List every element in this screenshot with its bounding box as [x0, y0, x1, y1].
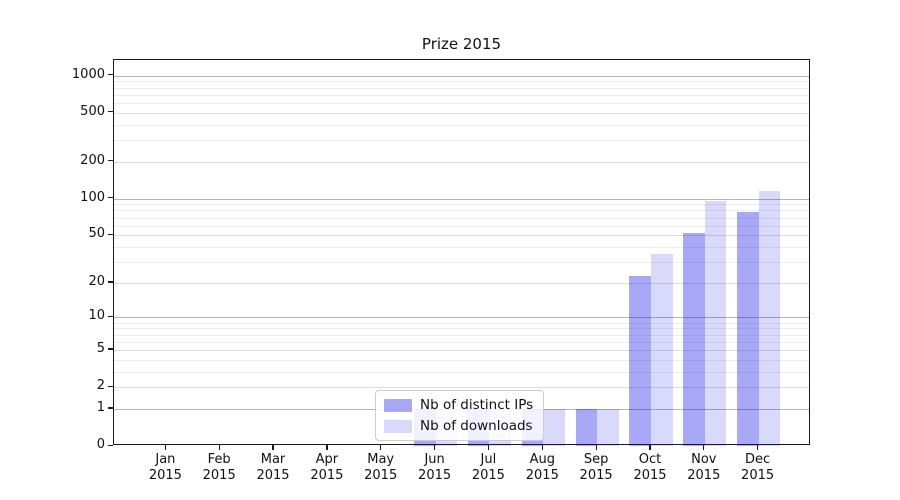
x-tick-label: Dec 2015 — [741, 452, 775, 483]
bar-nb-of-distinct-ips-dec — [737, 211, 759, 446]
y-tick-label: 10 — [88, 308, 105, 324]
x-tick-label: Jan 2015 — [148, 452, 182, 483]
y-tick-mark — [108, 407, 113, 409]
y-tick-mark — [108, 281, 113, 283]
y-tick-label: 100 — [80, 189, 105, 205]
bar-nb-of-downloads-nov — [704, 201, 727, 446]
legend-swatch-distinct-ips — [384, 398, 412, 412]
gridline-minor — [114, 204, 809, 206]
x-tick-mark — [757, 445, 759, 450]
y-tick-label: 1 — [96, 399, 105, 415]
x-tick-label: Nov 2015 — [687, 452, 721, 483]
gridline-minor — [114, 94, 809, 96]
x-tick-mark — [541, 445, 543, 450]
y-tick-label: 1000 — [71, 66, 105, 82]
x-tick-mark — [434, 445, 436, 450]
y-tick-label: 0 — [96, 437, 105, 452]
gridline-major — [114, 198, 809, 200]
gridline-major — [114, 75, 809, 77]
x-tick-label: Sep 2015 — [579, 452, 613, 483]
y-tick-mark — [108, 348, 113, 350]
x-tick-mark — [380, 445, 382, 450]
x-tick-mark — [649, 445, 651, 450]
bar-nb-of-distinct-ips-sep — [575, 408, 598, 446]
gridline-minor — [114, 322, 809, 324]
x-tick-label: Aug 2015 — [525, 452, 559, 483]
gridline — [114, 387, 809, 389]
y-tick-label: 500 — [80, 103, 105, 119]
plot-area — [113, 59, 810, 446]
x-tick-mark — [703, 445, 705, 450]
legend: Nb of distinct IPs Nb of downloads — [375, 390, 545, 441]
bar-nb-of-distinct-ips-oct — [629, 275, 651, 446]
bar-nb-of-downloads-sep — [597, 408, 619, 446]
x-tick-mark — [326, 445, 328, 450]
gridline-minor — [114, 371, 809, 373]
gridline-minor — [114, 261, 809, 263]
y-tick-mark — [108, 111, 113, 113]
y-tick-mark — [108, 233, 113, 235]
gridline-minor — [114, 246, 809, 248]
x-tick-label: Jul 2015 — [471, 452, 505, 483]
x-tick-mark — [272, 445, 274, 450]
bar-nb-of-downloads-oct — [651, 253, 673, 446]
gridline-minor — [114, 217, 809, 219]
x-tick-mark — [218, 445, 220, 450]
chart-title: Prize 2015 — [421, 35, 502, 53]
legend-entry-downloads: Nb of downloads — [384, 418, 533, 434]
y-tick-mark — [108, 444, 113, 446]
legend-label-downloads: Nb of downloads — [420, 418, 533, 434]
gridline — [114, 112, 809, 114]
gridline-minor — [114, 210, 809, 212]
legend-swatch-downloads — [384, 419, 412, 433]
gridline — [114, 282, 809, 284]
gridline-minor — [114, 225, 809, 227]
gridline-minor — [114, 359, 809, 361]
y-tick-mark — [108, 160, 113, 162]
y-tick-mark — [108, 385, 113, 387]
x-tick-label: Oct 2015 — [633, 452, 667, 483]
gridline-minor — [114, 102, 809, 104]
bar-nb-of-downloads-aug — [543, 408, 565, 446]
y-tick-label: 200 — [80, 152, 105, 168]
x-tick-label: Feb 2015 — [202, 452, 236, 483]
gridline-minor — [114, 328, 809, 330]
y-tick-label: 50 — [88, 226, 105, 242]
x-tick-label: Jun 2015 — [418, 452, 452, 483]
y-tick-label: 20 — [88, 273, 105, 289]
gridline-major — [114, 317, 809, 319]
gridline — [114, 235, 809, 237]
y-tick-mark — [108, 197, 113, 199]
gridline — [114, 349, 809, 351]
gridline-minor — [114, 334, 809, 336]
x-tick-mark — [487, 445, 490, 450]
legend-entry-distinct-ips: Nb of distinct IPs — [384, 397, 533, 413]
x-tick-mark — [164, 445, 167, 450]
gridline-minor — [114, 341, 809, 343]
gridline-minor — [114, 140, 809, 141]
legend-label-distinct-ips: Nb of distinct IPs — [420, 397, 534, 413]
x-tick-mark — [595, 445, 597, 450]
bar-nb-of-downloads-dec — [758, 191, 781, 446]
y-tick-label: 5 — [96, 340, 105, 356]
gridline-minor — [114, 81, 809, 83]
gridline-minor — [114, 87, 809, 89]
x-tick-label: Mar 2015 — [256, 452, 290, 483]
x-tick-label: Apr 2015 — [310, 452, 344, 483]
gridline-minor — [114, 124, 809, 126]
y-tick-mark — [108, 315, 113, 318]
gridline — [114, 161, 809, 163]
y-tick-label: 2 — [96, 378, 105, 394]
bar-nb-of-distinct-ips-nov — [683, 233, 705, 446]
x-tick-label: May 2015 — [364, 452, 398, 483]
y-tick-mark — [108, 74, 113, 76]
